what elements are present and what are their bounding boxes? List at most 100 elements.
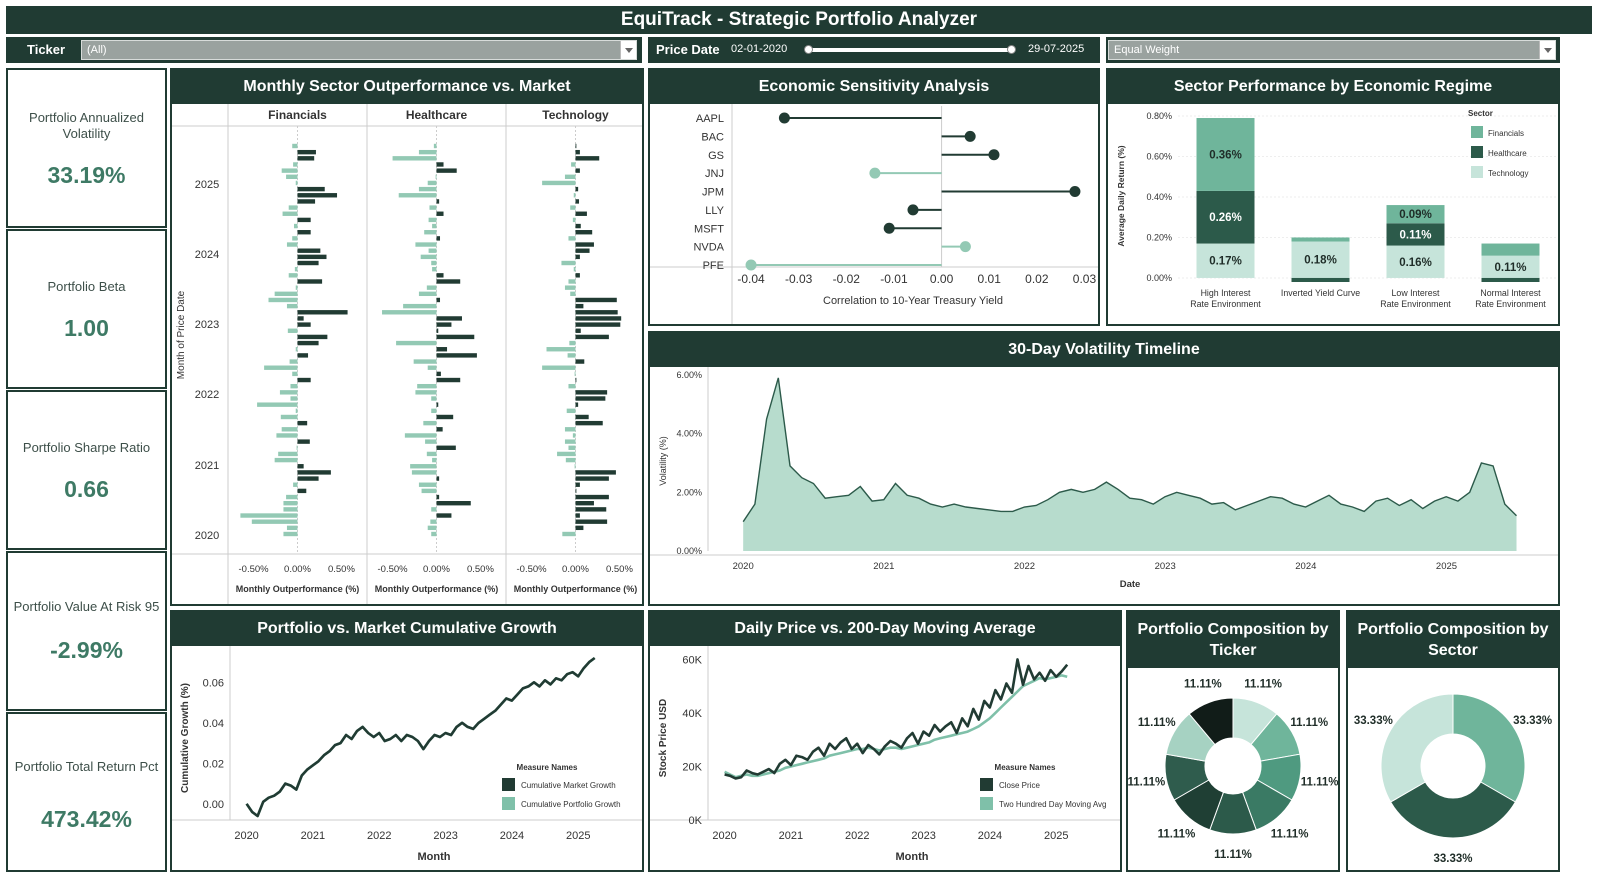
x-tick-label: -0.02 (833, 272, 861, 286)
outperformance-bar (436, 168, 457, 173)
legend-title: Measure Names (517, 763, 578, 772)
outperformance-bar (575, 303, 584, 309)
date-slider-track[interactable] (804, 45, 1016, 54)
stacked-bar-segment (1481, 243, 1540, 256)
outperformance-bar (570, 205, 576, 210)
outperformance-bar (295, 347, 298, 352)
monthly-outperformance-panel: Monthly Sector Outperformance vs. Market… (170, 68, 644, 606)
outperformance-bar (280, 414, 298, 420)
outperformance-bar (564, 285, 576, 290)
kpi-label: Portfolio Sharpe Ratio (22, 440, 151, 455)
chevron-down-icon[interactable] (1539, 41, 1555, 59)
slice-label: 11.11% (1244, 678, 1282, 690)
outperformance-bar (295, 180, 298, 186)
series-line (245, 656, 596, 818)
outperformance-bar (565, 457, 576, 463)
comp-ticker-panel: Portfolio Composition by Ticker 11.11% 11… (1126, 610, 1340, 872)
outperformance-bar (575, 328, 581, 333)
sensitivity-panel: Economic Sensitivity Analysis AAPL BAC GS J… (648, 68, 1100, 326)
x-tick-label: 2025 (1044, 830, 1068, 842)
stacked-bar-segment (1291, 237, 1350, 242)
outperformance-bar (564, 439, 576, 444)
outperformance-bar (297, 248, 321, 253)
kpi-label: Portfolio Annualized Volatility (29, 110, 144, 141)
x-tick-label: 0.50% (328, 564, 355, 575)
volatility-panel: 30-Day Volatility Timeline 0.00% 2.00% 4.0… (648, 331, 1560, 606)
x-axis-title: Monthly Outperformance (%) (236, 584, 360, 594)
date-slider-range (808, 48, 1012, 52)
outperformance-bar (436, 328, 439, 333)
y-axis-title: Cumulative Growth (%) (180, 683, 191, 793)
x-axis-title: Monthly Outperformance (%) (514, 584, 638, 594)
x-tick-label: 2022 (845, 830, 869, 842)
outperformance-bar (297, 439, 310, 444)
outperformance-bar (562, 531, 576, 537)
outperformance-bar (436, 427, 443, 432)
outperformance-bar (575, 482, 580, 487)
outperformance-bar (564, 174, 576, 179)
date-slider-end-handle[interactable] (1007, 45, 1016, 54)
legend-swatch (502, 778, 515, 791)
outperformance-bar (567, 353, 576, 358)
outperformance-bar (293, 162, 298, 167)
ticker-filter: Ticker (All) (6, 37, 642, 63)
outperformance-bar (292, 143, 298, 149)
ticker-dropdown[interactable]: (All) (81, 40, 637, 60)
outperformance-bar (575, 402, 579, 407)
slice-label: 11.11% (1290, 717, 1328, 729)
stacked-bar-segment (1386, 205, 1445, 224)
outperformance-bar (257, 402, 298, 407)
outperformance-bar (570, 291, 576, 297)
y-tick-label: 4.00% (676, 429, 702, 439)
outperformance-bar (283, 531, 298, 537)
panel-title: Monthly Sector Outperformance vs. Market (172, 70, 642, 104)
outperformance-bar (575, 525, 584, 531)
weight-dropdown[interactable]: Equal Weight (1108, 40, 1556, 60)
x-tick-label: -0.03 (785, 272, 813, 286)
ticker-label: GS (708, 150, 724, 162)
outperformance-bar (575, 476, 609, 481)
y-axis-title: Average Daily Return (%) (1116, 145, 1126, 246)
panel-title: Portfolio vs. Market Cumulative Growth (172, 612, 642, 646)
slice-label: 11.11% (1138, 717, 1176, 729)
kpi-value: 1.00 (64, 315, 109, 341)
outperformance-bar (573, 266, 576, 272)
x-tick-label: -0.50% (239, 564, 270, 575)
outperformance-bar (575, 211, 587, 216)
x-tick-label: 0.00% (284, 564, 311, 575)
outperformance-bar (297, 470, 331, 475)
outperformance-bar (418, 482, 437, 487)
outperformance-bar (297, 186, 325, 192)
stacked-bar-segment (1481, 255, 1540, 278)
outperformance-bar (575, 420, 603, 426)
outperformance-bar (432, 223, 437, 229)
outperformance-bar (404, 433, 437, 438)
ticker-label: AAPL (696, 113, 724, 125)
category-label: Inverted Yield Curve (1281, 288, 1360, 298)
outperformance-bar (575, 519, 608, 524)
x-tick-label: 2020 (234, 830, 258, 842)
outperformance-bar (286, 303, 298, 309)
date-start: 02-01-2020 (731, 43, 788, 55)
kpi-var: Portfolio Value At Risk 95 -2.99% (6, 551, 167, 711)
x-tick-label: 2021 (301, 830, 325, 842)
outperformance-bar (418, 186, 437, 192)
outperformance-bar (432, 266, 437, 272)
chevron-down-icon[interactable] (620, 41, 636, 59)
y-tick-label: 2023 (195, 319, 219, 331)
outperformance-bar (429, 205, 437, 210)
stacked-bar-segment (1291, 241, 1350, 278)
outperformance-bar (436, 273, 444, 278)
outperformance-bar (281, 427, 298, 432)
date-slider-start-handle[interactable] (804, 45, 813, 54)
outperformance-bar (574, 371, 576, 377)
y-tick-label: 0.60% (1146, 151, 1172, 161)
outperformance-bar (575, 470, 616, 475)
outperformance-bar (575, 359, 585, 364)
y-tick-label: 0.00% (1146, 273, 1172, 283)
x-tick-label: 2023 (433, 830, 457, 842)
kpi-value: -2.99% (50, 637, 123, 663)
panel-title: Daily Price vs. 200-Day Moving Average (650, 612, 1120, 646)
outperformance-bar (436, 494, 440, 500)
x-tick-label: 2020 (712, 830, 736, 842)
